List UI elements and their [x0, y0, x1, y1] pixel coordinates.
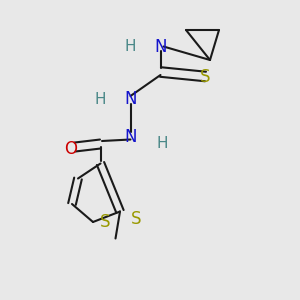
Text: O: O — [64, 140, 77, 158]
Text: N: N — [124, 90, 137, 108]
Text: N: N — [124, 128, 137, 146]
Text: H: H — [125, 39, 136, 54]
Text: S: S — [100, 213, 110, 231]
Text: S: S — [131, 210, 142, 228]
Text: H: H — [95, 92, 106, 106]
Text: S: S — [200, 68, 211, 85]
Text: H: H — [156, 136, 168, 152]
Text: N: N — [154, 38, 167, 56]
